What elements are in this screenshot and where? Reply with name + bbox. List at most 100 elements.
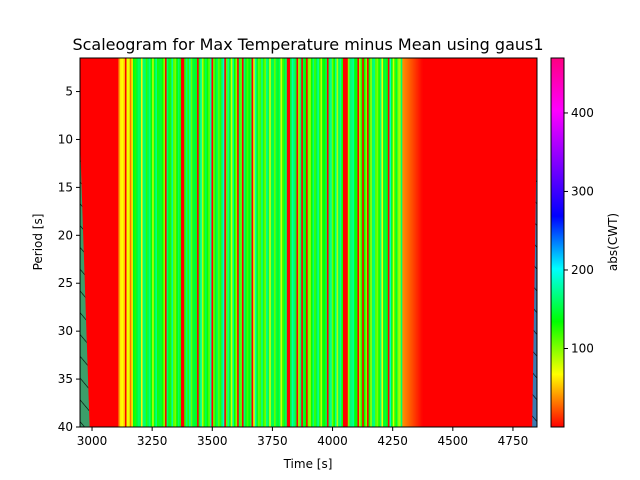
heatmap-stripe: [387, 58, 391, 427]
x-tick-label: 3250: [137, 434, 168, 448]
colorbar-label: abs(CWT): [606, 213, 620, 271]
heatmap-stripe: [322, 58, 325, 427]
heatmap-stripe: [256, 58, 259, 427]
heatmap-stripe: [262, 58, 266, 427]
heatmap-stripe: [333, 58, 336, 427]
coi-right-hatch: [532, 120, 537, 427]
heatmap-stripe: [200, 58, 203, 427]
heatmap-stripe: [222, 58, 225, 427]
chart-title: Scaleogram for Max Temperature minus Mea…: [72, 35, 543, 54]
heatmap-fade: [416, 58, 418, 427]
heatmap-stripe: [238, 58, 241, 427]
x-tick-label: 4000: [317, 434, 348, 448]
y-tick-label: 40: [58, 420, 73, 434]
heatmap-stripe: [187, 58, 190, 427]
heatmap-stripe: [248, 58, 251, 427]
heatmap-stripe: [283, 58, 286, 427]
heatmap-stripe: [355, 58, 359, 427]
heatmap-stripe: [221, 58, 224, 427]
heatmap-stripe: [161, 58, 164, 427]
heatmap-stripe: [164, 58, 168, 427]
heatmap-stripe: [129, 58, 132, 427]
heatmap-stripe: [156, 58, 160, 427]
heatmap-stripe: [331, 58, 334, 427]
heatmap-stripe: [346, 58, 349, 427]
heatmap-stripe: [266, 58, 269, 427]
heatmap-fade: [412, 58, 414, 427]
heatmap-stripe: [177, 58, 181, 427]
heatmap-stripe: [264, 58, 267, 427]
heatmap-stripe: [189, 58, 192, 427]
heatmap-stripe: [158, 58, 161, 427]
heatmap-stripe: [144, 58, 147, 427]
heatmap-stripe: [288, 58, 291, 427]
heatmap-stripe: [334, 58, 338, 427]
heatmap-stripe: [378, 58, 381, 427]
heatmap-stripe: [232, 58, 235, 427]
colorbar-tick-label: 100: [571, 341, 594, 355]
heatmap-stripe: [347, 58, 350, 427]
heatmap-fade: [414, 58, 416, 427]
y-axis-label: Period [s]: [31, 214, 45, 271]
heatmap-stripe: [145, 58, 148, 427]
heatmap-stripe: [310, 58, 314, 427]
heatmap-stripe: [120, 58, 123, 427]
heatmap-stripe: [118, 58, 121, 427]
heatmap-stripe: [153, 58, 156, 427]
heatmap-stripe: [386, 58, 389, 427]
colorbar: [551, 58, 564, 427]
heatmap-stripe: [173, 58, 176, 427]
heatmap-stripe: [259, 58, 262, 427]
heatmap-stripe: [245, 58, 248, 427]
heatmap-fade: [402, 58, 404, 427]
heatmap-stripe: [373, 58, 376, 427]
heatmap-stripe: [328, 58, 331, 427]
heatmap-stripe: [389, 58, 392, 427]
y-tick-label: 20: [58, 228, 73, 242]
heatmap-fade: [409, 58, 411, 427]
heatmap-stripe: [342, 58, 346, 427]
x-tick-label: 4500: [438, 434, 469, 448]
x-axis: 3000 3250 3500 3750 4000 4250 4500 4750: [77, 427, 528, 448]
y-axis: 5 10 15 20 25 30 35 40: [58, 85, 80, 434]
heatmap-stripe: [293, 58, 296, 427]
heatmap-stripe: [224, 58, 227, 427]
heatmap-stripe: [201, 58, 205, 427]
heatmap-stripe: [132, 58, 136, 427]
heatmap-stripe: [240, 58, 243, 427]
y-tick-label: 25: [58, 276, 73, 290]
heatmap-stripe: [395, 58, 399, 427]
heatmap-stripe: [299, 58, 302, 427]
heatmap-stripe: [237, 58, 240, 427]
heatmap-fade: [417, 58, 419, 427]
heatmap-stripe: [257, 58, 261, 427]
heatmap-stripe: [315, 58, 318, 427]
heatmap-stripe: [376, 58, 379, 427]
heatmap-fade: [403, 58, 405, 427]
x-tick-label: 4250: [377, 434, 408, 448]
heatmap-stripe: [163, 58, 166, 427]
heatmap-stripe: [325, 58, 328, 427]
heatmap-stripe: [306, 58, 309, 427]
heatmap-stripe: [230, 58, 233, 427]
heatmap-stripe: [280, 58, 283, 427]
heatmap-stripe: [217, 58, 221, 427]
heatmap-stripe: [290, 58, 293, 427]
heatmap-stripe: [190, 58, 193, 427]
heatmap-stripe: [360, 58, 363, 427]
heatmap-stripe: [323, 58, 326, 427]
heatmap-stripe: [282, 58, 285, 427]
heatmap-stripe: [192, 58, 195, 427]
heatmap-stripe: [205, 58, 208, 427]
heatmap-stripe: [166, 58, 169, 427]
heatmap-stripe: [185, 58, 189, 427]
heatmap-stripe: [341, 58, 344, 427]
heatmap-stripe: [357, 58, 360, 427]
heatmap-fade: [404, 58, 406, 427]
heatmap-stripe: [278, 58, 282, 427]
heatmap-stripe: [136, 58, 139, 427]
heatmap-stripe: [140, 58, 144, 427]
colorbar-tick-label: 400: [571, 106, 594, 120]
heatmap-stripe: [314, 58, 317, 427]
heatmap-stripe: [128, 58, 131, 427]
